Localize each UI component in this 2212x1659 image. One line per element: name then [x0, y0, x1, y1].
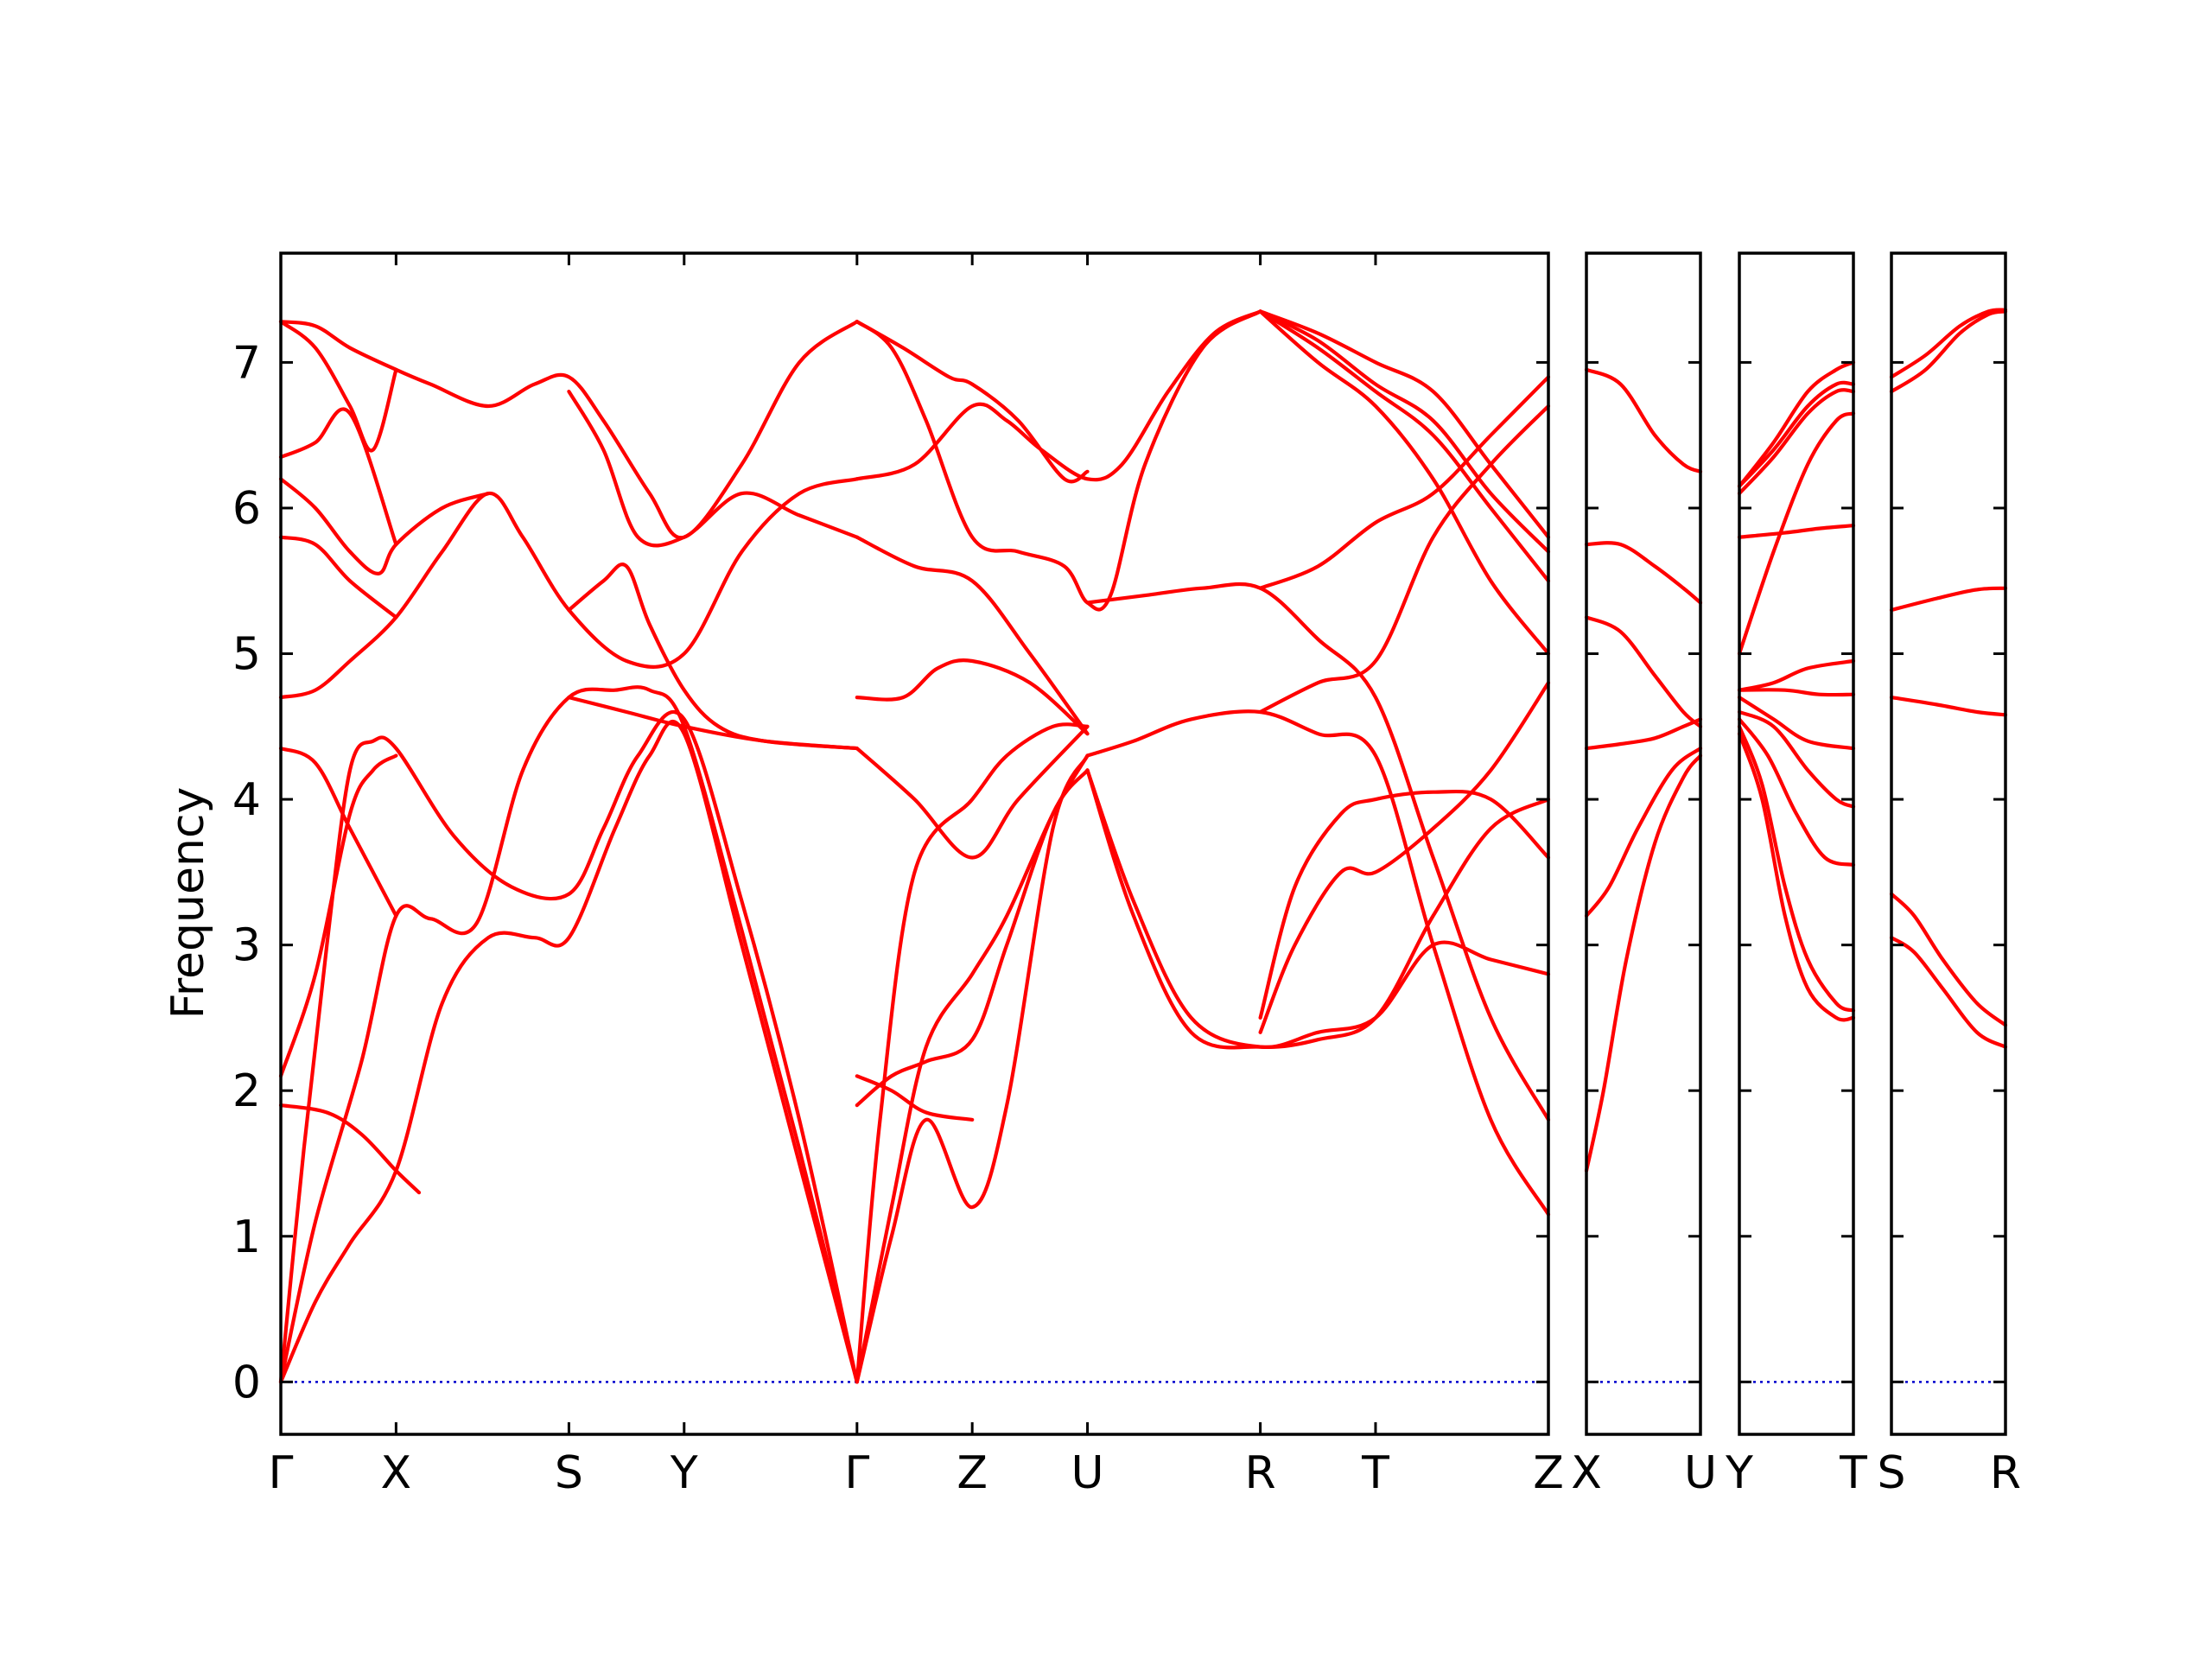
phonon-band: [1584, 615, 1703, 728]
phonon-band: [1889, 309, 2008, 394]
y-tick-label: 4: [232, 774, 261, 826]
y-tick-label: 5: [232, 629, 261, 681]
x-tick-label: X: [1571, 1447, 1602, 1499]
phonon-band: [1584, 541, 1703, 605]
phonon-band: [278, 1103, 422, 1195]
x-tick-label: Z: [957, 1447, 988, 1499]
phonon-band: [855, 722, 1090, 1384]
y-tick-label: 0: [232, 1357, 261, 1408]
phonon-band: [1737, 688, 1856, 697]
phonon-band: [1258, 309, 1551, 656]
phonon-band: [1258, 404, 1551, 715]
phonon-band: [278, 535, 398, 620]
phonon-band: [278, 747, 398, 918]
phonon-band: [278, 685, 859, 1384]
x-tick-label: Y: [670, 1447, 698, 1499]
x-tick-label: U: [1684, 1447, 1717, 1499]
panel-1: Γ X S Y Γ Z U R T Z 0 1 2 3 4 5 6 7: [232, 251, 1564, 1499]
phonon-band: [1584, 747, 1703, 918]
phonon-band: [855, 768, 1090, 1108]
phonon-band: [278, 720, 859, 1384]
phonon-band: [1085, 768, 1551, 1050]
y-tick-label: 1: [232, 1211, 261, 1263]
phonon-band: [1737, 658, 1856, 692]
phonon-band: [1584, 367, 1703, 474]
phonon-band: [855, 320, 1090, 484]
x-tick-label: Γ: [269, 1447, 294, 1499]
y-tick-label: 2: [232, 1065, 261, 1117]
panel-frame: [279, 251, 1550, 1436]
phonon-band: [1889, 936, 2008, 1049]
phonon-band: [1085, 768, 1551, 1050]
phonon-band: [855, 658, 1090, 736]
phonon-band: [567, 696, 859, 751]
phonon-band: [855, 753, 1090, 1384]
x-tick-label: R: [1245, 1447, 1276, 1499]
x-tick-label: U: [1071, 1447, 1104, 1499]
phonon-band: [855, 535, 1090, 736]
phonon-band: [855, 724, 1090, 860]
panel-frame: [1890, 251, 2007, 1436]
phonon-band: [855, 309, 1262, 612]
y-axis-label: Frequency: [162, 787, 214, 1020]
y-tick-label: 3: [232, 920, 261, 972]
phonon-band: [1737, 388, 1856, 496]
phonon-band: [278, 477, 491, 575]
phonon-band: [1737, 360, 1856, 488]
phonon-band: [1085, 582, 1551, 1122]
x-tick-label: S: [1877, 1447, 1905, 1499]
x-tick-label: T: [1361, 1447, 1389, 1499]
phonon-band: [567, 563, 859, 751]
phonon-band: [1584, 717, 1703, 751]
panel-frame: [1585, 251, 1702, 1436]
phonon-band: [1737, 696, 1856, 751]
x-tick-label: X: [381, 1447, 412, 1499]
x-tick-label: Z: [1533, 1447, 1564, 1499]
phonon-band: [855, 1074, 975, 1122]
y-tick-label: 7: [232, 337, 261, 389]
phonon-band: [1889, 892, 2008, 1027]
x-tick-label: S: [555, 1447, 583, 1499]
phonon-band: [1889, 586, 2008, 613]
phonon-band: [278, 753, 398, 1078]
phonon-band: [1737, 411, 1856, 656]
phonon-band: [855, 309, 1262, 482]
x-tick-label: Y: [1725, 1447, 1753, 1499]
phonon-band: [1258, 681, 1551, 1034]
phonon-band: [1737, 709, 1856, 809]
phonon-band: [1737, 724, 1856, 1013]
phonon-band: [567, 390, 859, 548]
phonon-band: [1737, 717, 1856, 867]
y-tick-label: 6: [232, 483, 261, 535]
phonon-band: [1584, 753, 1703, 1173]
phonon-band: [1737, 524, 1856, 539]
x-tick-label: R: [1990, 1447, 2021, 1499]
phonon-band: [278, 320, 398, 453]
x-tick-label: T: [1839, 1447, 1867, 1499]
panel-frame: [1738, 251, 1855, 1436]
phonon-band: [1258, 309, 1551, 583]
phonon-band: [855, 753, 1090, 1384]
phonon-band: [278, 710, 859, 1384]
phonon-band: [1737, 732, 1856, 1022]
phonon-band: [278, 407, 398, 547]
phonon-band: [1737, 380, 1856, 488]
phonon-band: [1085, 709, 1551, 1217]
phonon-band: [1889, 308, 2008, 379]
phonon-band: [1258, 309, 1551, 554]
phonon-band: [278, 320, 859, 540]
phonon-band: [1889, 696, 2008, 717]
phonon-band: [1258, 375, 1551, 590]
x-tick-label: Γ: [844, 1447, 869, 1499]
phonon-band: [1258, 309, 1551, 539]
phonon-band: [278, 477, 859, 700]
phonon-band: [1258, 789, 1551, 1020]
